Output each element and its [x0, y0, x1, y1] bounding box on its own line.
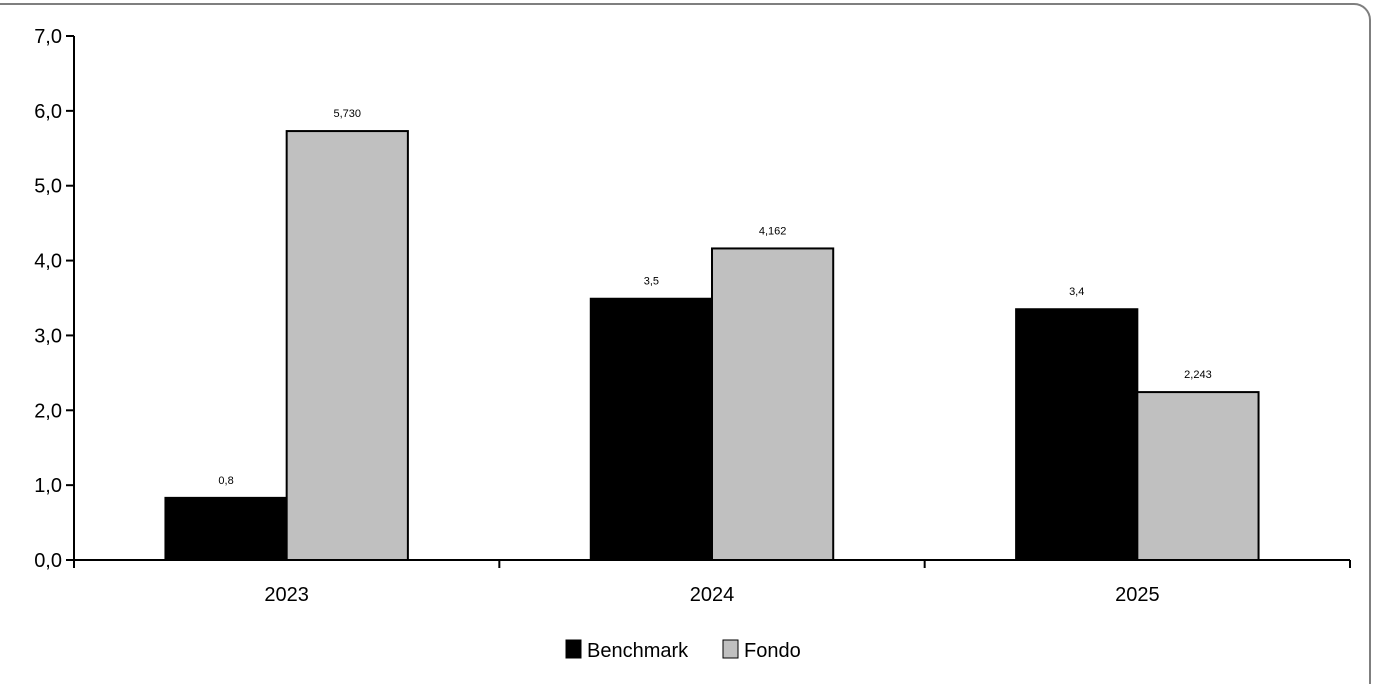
data-labels: 0,8 5,730 3,5 4,162 3,4 2,243 [218, 108, 1211, 487]
data-label-fondo-2025: 2,243 [1184, 369, 1212, 381]
y-tick-label: 1,0 [34, 475, 62, 497]
bar-benchmark-2023 [164, 496, 288, 561]
bar-benchmark-2025 [1015, 308, 1139, 561]
bars [164, 130, 1260, 561]
data-label-benchmark-2025: 3,4 [1069, 286, 1084, 298]
legend: Benchmark Fondo [565, 639, 801, 662]
data-label-benchmark-2023: 0,8 [218, 475, 233, 487]
y-tick-label: 6,0 [34, 101, 62, 123]
data-label-fondo-2023: 5,730 [334, 108, 362, 120]
bar-fondo-2023 [285, 130, 409, 561]
bar-fondo-2024 [711, 247, 835, 561]
y-tick-label: 0,0 [34, 550, 62, 572]
x-tick-label: 2024 [690, 584, 735, 606]
legend-swatch-fondo [722, 639, 739, 659]
legend-label-benchmark: Benchmark [587, 640, 689, 662]
data-label-benchmark-2024: 3,5 [644, 276, 659, 288]
y-tick-label: 3,0 [34, 325, 62, 347]
x-tick-label: 2023 [264, 584, 309, 606]
bar-benchmark-2024 [589, 297, 714, 561]
y-tick-label: 5,0 [34, 176, 62, 198]
bar-fondo-2025 [1136, 391, 1260, 561]
data-label-fondo-2024: 4,162 [759, 225, 787, 237]
legend-swatch-benchmark [565, 639, 582, 659]
y-tick-label: 7,0 [34, 26, 62, 48]
x-tick-label: 2025 [1115, 584, 1160, 606]
y-tick-label: 2,0 [34, 400, 62, 422]
y-tick-label: 4,0 [34, 251, 62, 273]
y-axis: 0,0 1,0 2,0 3,0 4,0 5,0 6,0 7,0 [34, 26, 75, 572]
legend-label-fondo: Fondo [744, 640, 801, 662]
